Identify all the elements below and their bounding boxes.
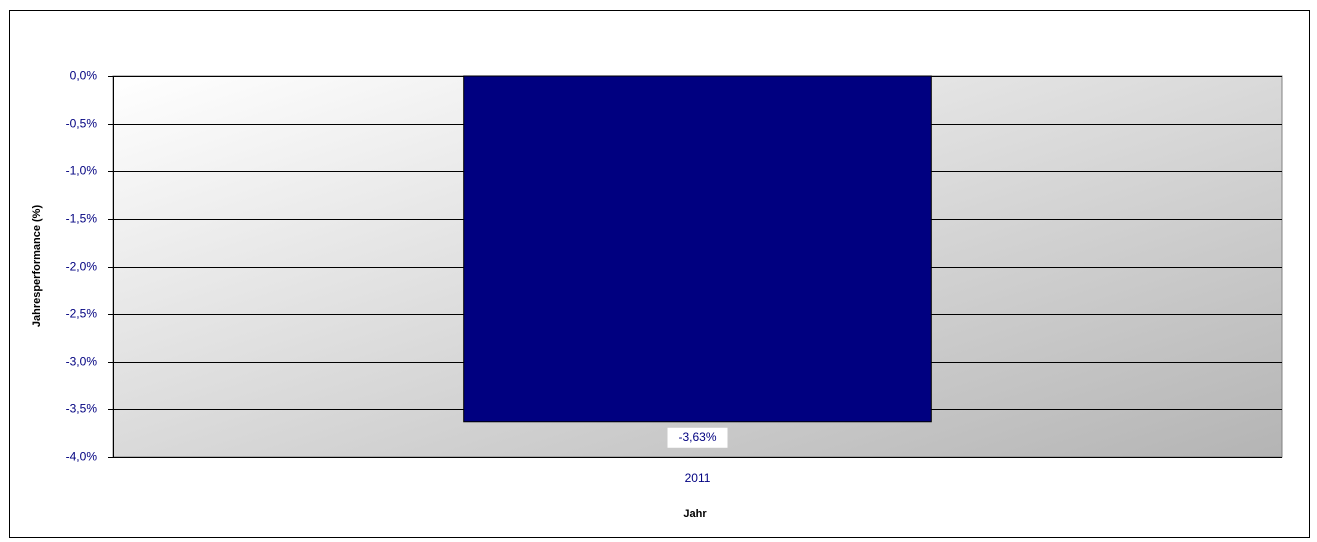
y-tick-label: -2,0%	[66, 260, 98, 274]
value-label-bg	[667, 427, 728, 448]
y-tick-label: -1,5%	[66, 212, 98, 226]
x-axis-title: Jahr	[683, 508, 707, 520]
bar	[463, 75, 932, 423]
y-tick-label: -4,0%	[66, 450, 98, 464]
y-tick-label: -3,5%	[66, 402, 98, 416]
y-tick-label: -1,0%	[66, 164, 98, 178]
x-tick-label: 2011	[685, 471, 711, 485]
y-tick-label: -0,5%	[66, 117, 98, 131]
y-tick-label: -3,0%	[66, 355, 98, 369]
y-axis-title: Jahresperformance (%)	[31, 205, 43, 328]
y-tick-label: -2,5%	[66, 307, 98, 321]
value-label: -3,63%	[678, 430, 716, 444]
y-tick-label: 0,0%	[70, 69, 98, 83]
